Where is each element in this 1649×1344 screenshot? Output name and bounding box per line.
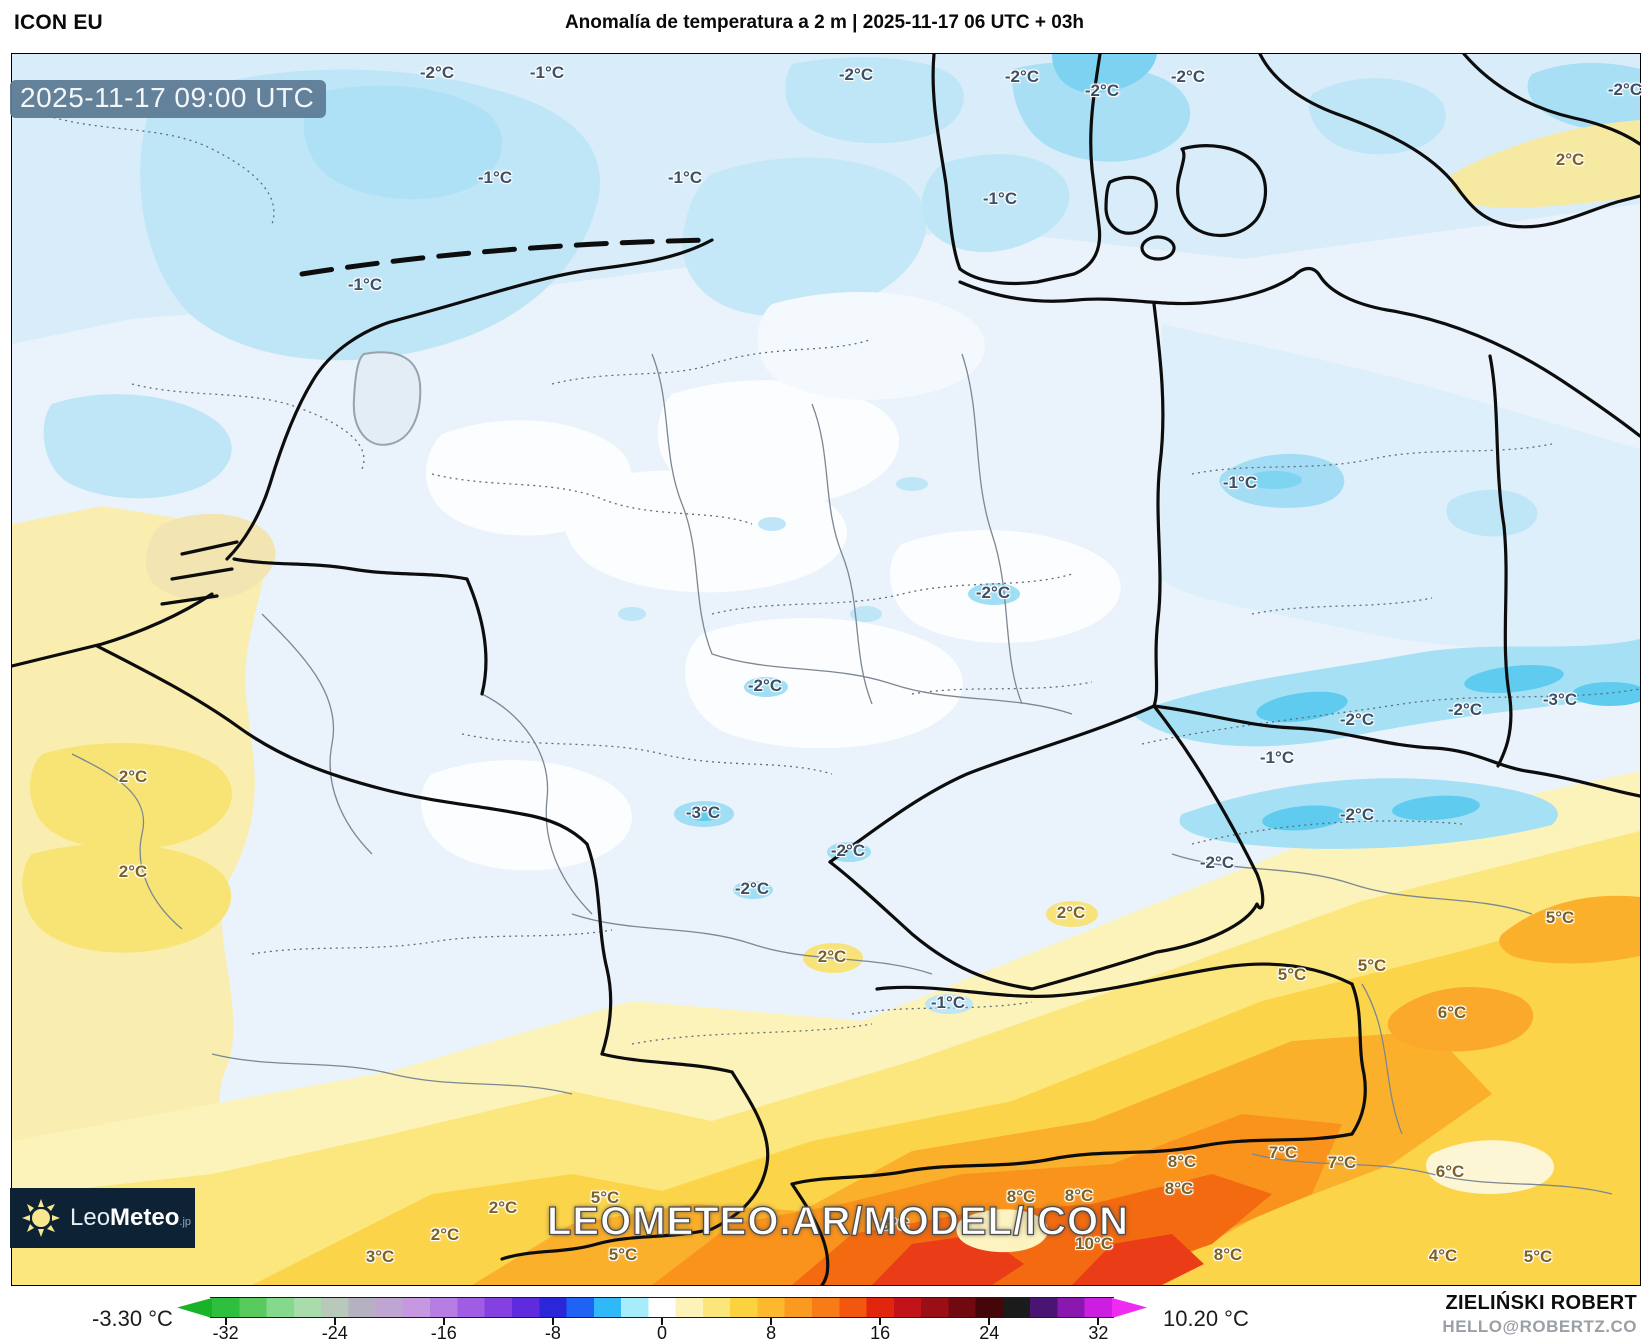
temperature-label: 5°C (1277, 965, 1307, 984)
temperature-label: -2°C (1339, 805, 1375, 824)
temperature-label: -1°C (930, 993, 966, 1012)
temperature-label: 5°C (590, 1188, 620, 1207)
colorbar-tick-mark (879, 1318, 882, 1325)
temperature-label: -3°C (685, 803, 721, 822)
temperature-label: 2°C (1056, 903, 1086, 922)
temperature-label: -2°C (1447, 700, 1483, 719)
temperature-label: 5°C (1545, 908, 1575, 927)
colorbar-max-label: 10.20 °C (1163, 1306, 1249, 1331)
temperature-label: 8°C (880, 1215, 910, 1234)
temperature-label: 8°C (1006, 1187, 1036, 1206)
temperature-label: 2°C (118, 767, 148, 786)
temperature-label: 8°C (1064, 1186, 1094, 1205)
colorbar-tick-mark (1097, 1318, 1100, 1325)
temperature-label: -2°C (1607, 80, 1643, 99)
temperature-label: -1°C (1259, 748, 1295, 767)
temperature-label: 7°C (1327, 1153, 1357, 1172)
colorbar-tick-mark (988, 1318, 991, 1325)
colorbar-tick-label: -24 (321, 1323, 348, 1343)
temperature-label: 3°C (365, 1247, 395, 1266)
temperature-label: 8°C (1167, 1152, 1197, 1171)
colorbar-min-label: -3.30 °C (92, 1306, 173, 1331)
temperature-label: -1°C (982, 189, 1018, 208)
temperature-label: -2°C (1170, 67, 1206, 86)
colorbar-tick-mark (661, 1318, 663, 1325)
temperature-label: 2°C (430, 1225, 460, 1244)
timestamp-badge: 2025-11-17 09:00 UTC (10, 80, 327, 118)
logo-wordmark: LeoMeteo.jp (70, 1204, 192, 1231)
temperature-label: -2°C (747, 676, 783, 695)
temperature-label: 7°C (1268, 1143, 1298, 1162)
map-canvas (12, 54, 1640, 1285)
temperature-label: 8°C (1164, 1179, 1194, 1198)
colorbar-tick-label: -16 (430, 1323, 457, 1343)
colorbar-tick-label: 16 (870, 1323, 891, 1343)
temperature-label: 2°C (1555, 150, 1585, 169)
colorbar-tick-label: 24 (979, 1323, 1000, 1343)
temperature-label: 5°C (1357, 956, 1387, 975)
author-credit: ZIELIŃSKI ROBERT (1445, 1292, 1637, 1314)
colorbar-tick-mark (333, 1318, 336, 1325)
temperature-label: -2°C (1084, 81, 1120, 100)
watermark: LEOMETEO.AR/MODEL/ICON (546, 1199, 1129, 1244)
colorbar-tick-label: -32 (212, 1323, 239, 1343)
temperature-label: -2°C (1199, 853, 1235, 872)
contact-email: HELLO@ROBERTZ.CO (1442, 1317, 1637, 1336)
temperature-label: -1°C (477, 168, 513, 187)
temperature-label: 4°C (1428, 1246, 1458, 1265)
temperature-label: -2°C (1339, 710, 1375, 729)
temperature-label: -1°C (667, 168, 703, 187)
colorbar-tick-label: 8 (766, 1323, 777, 1343)
temperature-label: 8°C (1213, 1245, 1243, 1264)
colorbar-tick-mark (442, 1318, 445, 1325)
temperature-label: -2°C (419, 63, 455, 82)
temperature-label: -1°C (529, 63, 565, 82)
sun-icon (22, 1199, 60, 1237)
temperature-label: 5°C (608, 1245, 638, 1264)
temperature-label: -3°C (1542, 690, 1578, 709)
weather-map (11, 53, 1641, 1286)
temperature-label: -2°C (975, 583, 1011, 602)
temperature-label: -1°C (347, 275, 383, 294)
temperature-label: 6°C (1437, 1003, 1467, 1022)
model-name: ICON EU (14, 11, 103, 34)
temperature-label: 2°C (118, 862, 148, 881)
header: ICON EU Anomalía de temperatura a 2 m | … (0, 0, 1649, 47)
leometeo-logo: LeoMeteo.jp (10, 1188, 195, 1248)
colorbar (177, 1297, 1147, 1318)
temperature-label: -2°C (734, 879, 770, 898)
temperature-label: 2°C (488, 1198, 518, 1217)
temperature-label: 6°C (1435, 1162, 1465, 1181)
page-title: Anomalía de temperatura a 2 m | 2025-11-… (564, 12, 1085, 33)
temperature-label: 2°C (817, 947, 847, 966)
colorbar-tick-mark (770, 1318, 773, 1325)
temperature-label: -2°C (838, 65, 874, 84)
colorbar-tick-label: -8 (544, 1323, 561, 1343)
colorbar-tick-mark (224, 1318, 227, 1325)
temperature-label: -2°C (830, 841, 866, 860)
colorbar-tick-mark (551, 1318, 554, 1325)
temperature-label: -2°C (1004, 67, 1040, 86)
colorbar-gradient (177, 1298, 1147, 1318)
colorbar-tick-label: 0 (656, 1323, 668, 1343)
temperature-label: 10°C (1075, 1234, 1113, 1253)
temperature-label: -1°C (1222, 473, 1258, 492)
temperature-label: 5°C (1523, 1247, 1553, 1266)
colorbar-tick-label: 32 (1088, 1323, 1109, 1343)
